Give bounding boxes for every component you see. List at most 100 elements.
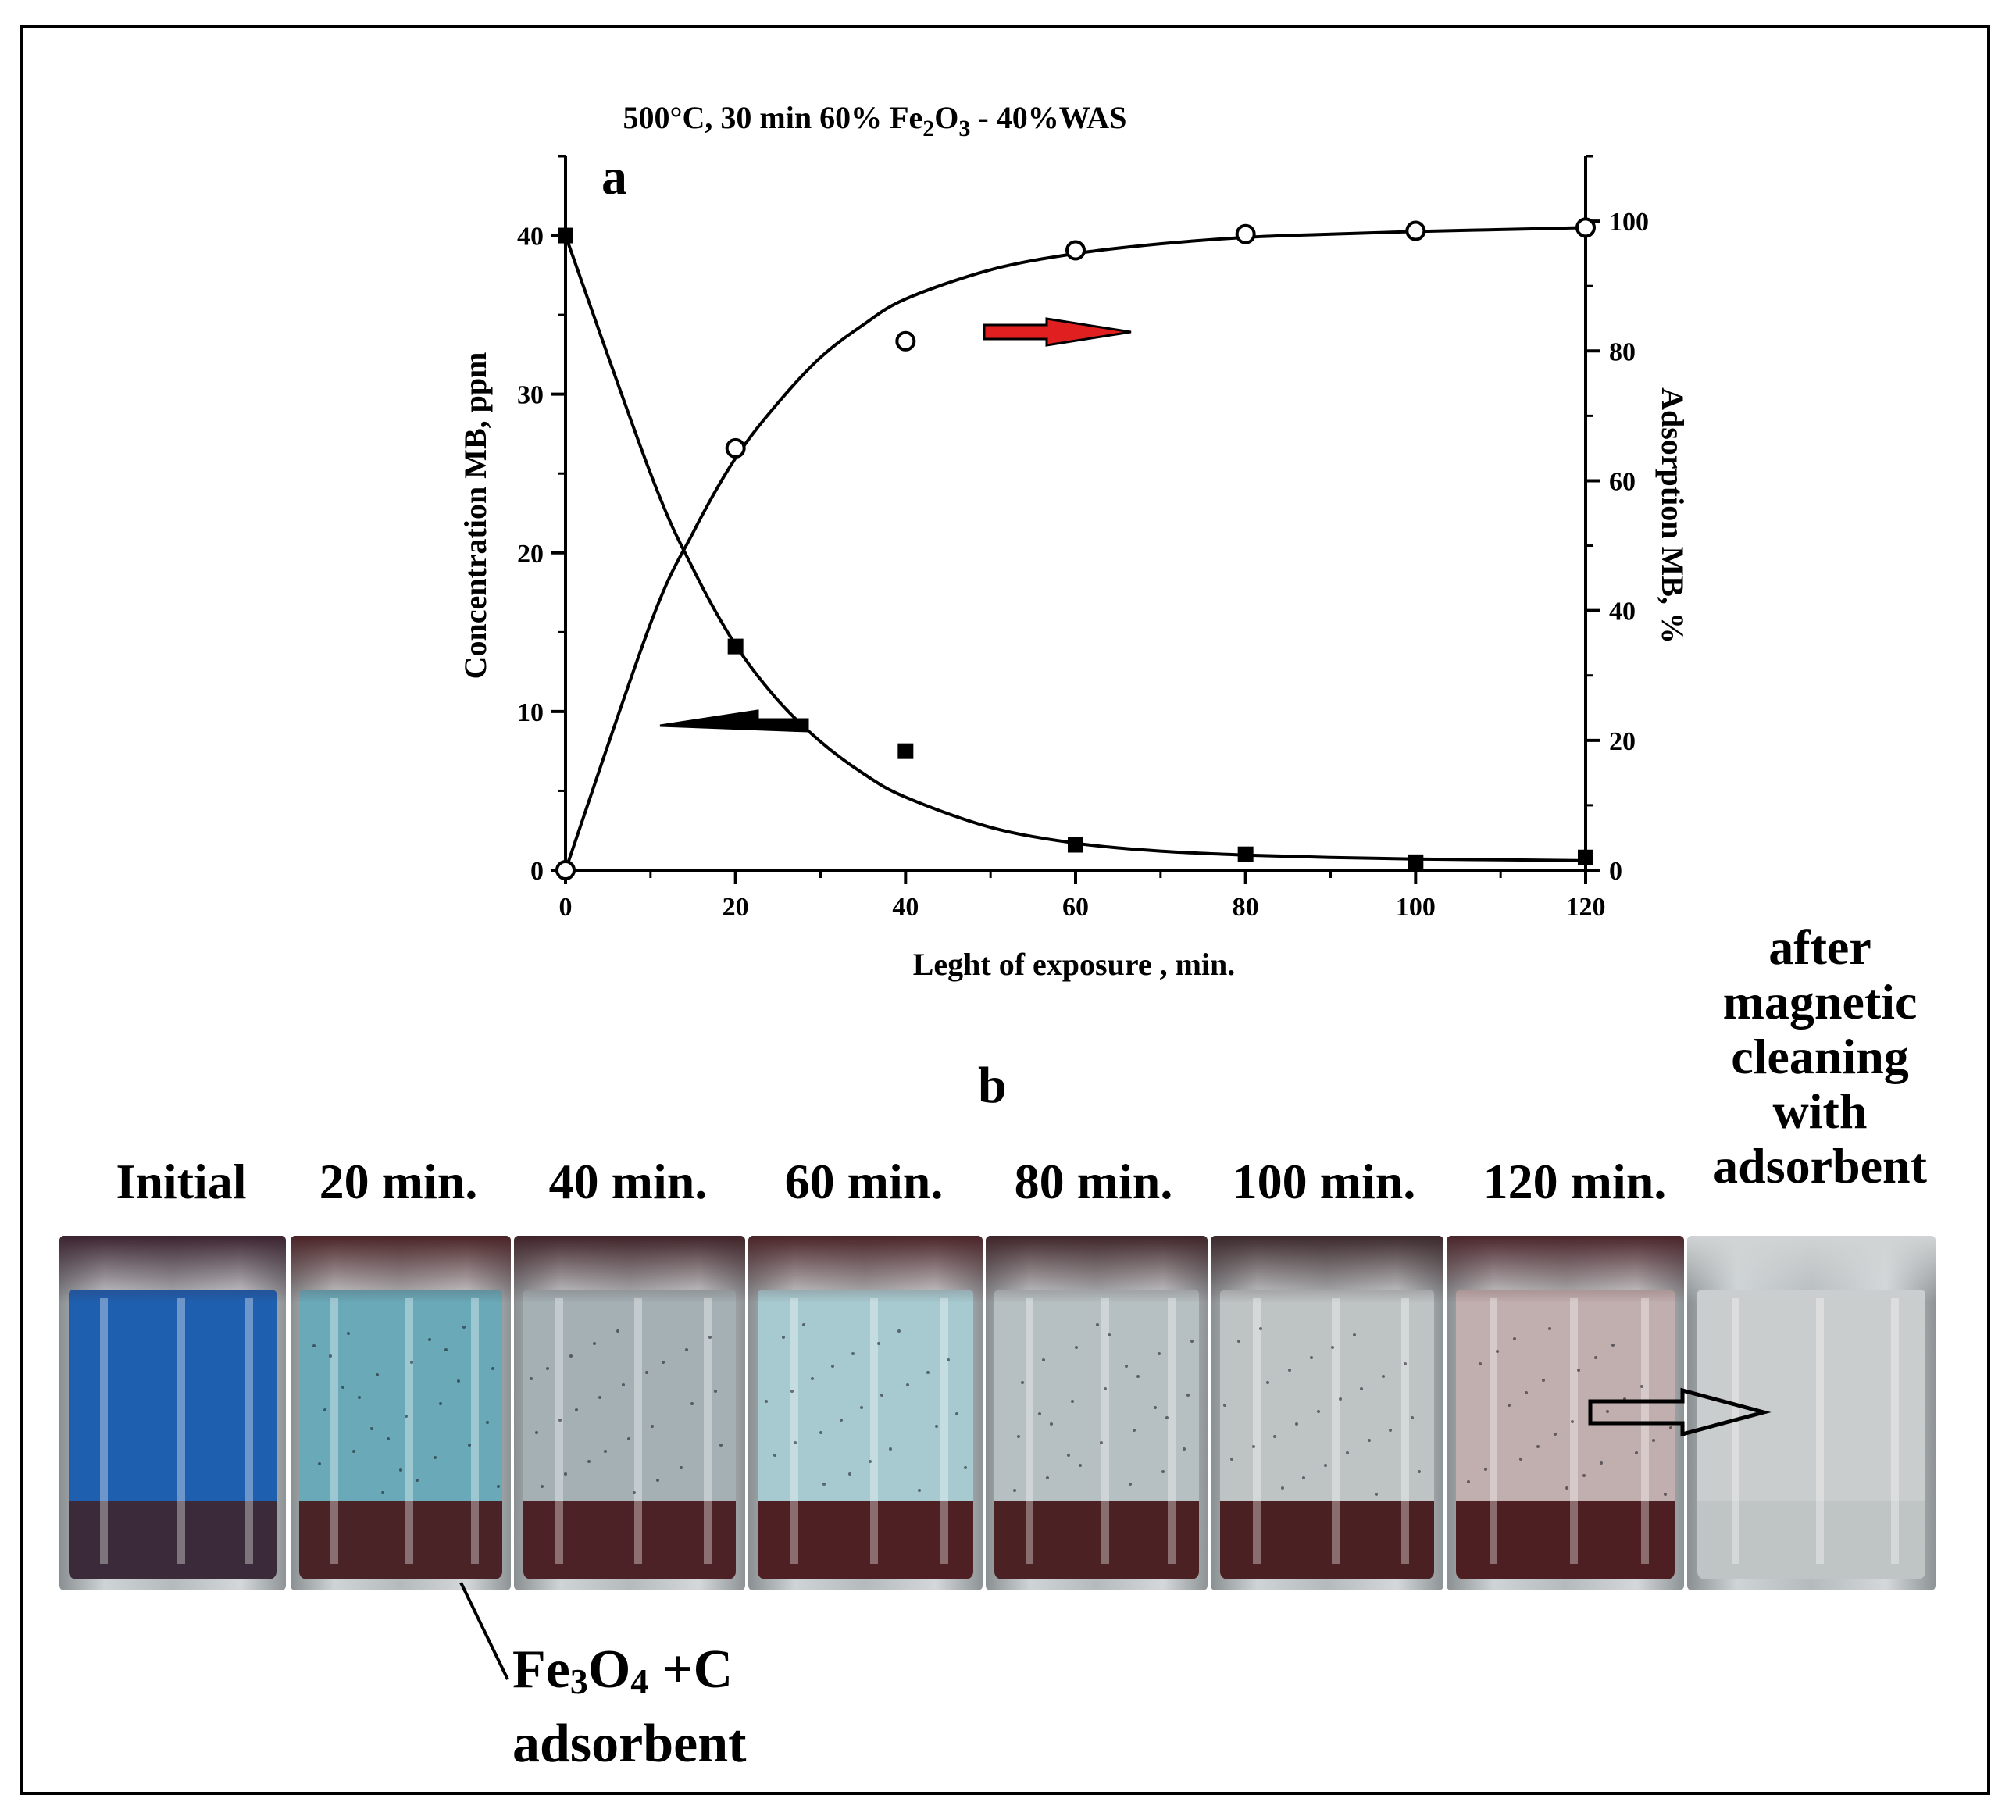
adsorbent-particle [1223,1404,1226,1407]
data-points [555,217,1596,880]
vial-time-label: 40 min. [548,1154,708,1209]
panel-a-letter: a [601,148,627,205]
adsorbent-particle [1513,1337,1516,1340]
fit-curves [564,226,1586,871]
adsorbent-particle [1133,1429,1136,1432]
adsorbent-particle [535,1431,538,1434]
adsorbent-particle [1288,1369,1291,1372]
adsorbent-particle [1418,1470,1421,1473]
vial-glare [1732,1298,1740,1564]
adsorbent-particle [318,1462,321,1465]
adsorbent-particle [794,1441,797,1444]
adsorbent-particle [627,1437,630,1440]
adsorbent-particle [410,1361,413,1364]
vial-neck [291,1236,511,1303]
adsorbent-particle [773,1454,776,1457]
y-right-axis-label: Adsorption MB, % [1655,387,1690,644]
vial-time-label: 120 min. [1483,1154,1667,1209]
adsorbent-particle [708,1336,712,1339]
vial-sediment [1697,1501,1926,1579]
adsorbent-particle [782,1336,785,1339]
adsorbent-particle [405,1415,408,1418]
x-tick-label: 40 [892,893,919,922]
adsorbent-particle [1317,1410,1320,1413]
adsorbent-particle [1310,1356,1313,1359]
adsorbent-particle [719,1444,723,1447]
vial-glare [244,1298,253,1564]
y-left-tick-label: 10 [517,698,544,727]
vial-photo [986,1236,1208,1590]
vial-glare [1570,1298,1579,1564]
vial-photo [1211,1236,1443,1590]
adsorbent-particle [714,1390,717,1393]
adsorbent-particle [1129,1483,1132,1486]
adsorbent-particle [575,1408,578,1411]
adsorbent-particle [1467,1480,1470,1483]
y-right-tick-label: 40 [1609,598,1636,626]
adsorbent-particle [387,1437,390,1440]
vial-sediment [758,1501,973,1579]
adsorbent-particle [690,1402,694,1405]
x-tick-label: 60 [1062,893,1089,922]
vial-glare [790,1298,798,1564]
adsorbent-particle [918,1489,921,1492]
adsorbent-particle [347,1332,350,1335]
adsorbent-particle [593,1342,596,1345]
adsorption-point [1575,217,1596,238]
adsorbent-particle [558,1419,562,1422]
adsorbent-particle [341,1386,344,1389]
adsorbent-particle [1021,1381,1024,1384]
vial-glare [870,1298,878,1564]
adsorbent-particle [955,1412,958,1415]
chart-title: 500°C, 30 min 60% Fe2O3 - 40%WAS [623,100,1127,141]
adsorption-point [1235,223,1256,244]
adsorbent-particle [1635,1451,1638,1454]
adsorbent-particle [564,1472,567,1476]
adsorbent-particle [1136,1375,1140,1378]
adsorbent-particle [1281,1486,1284,1490]
adsorbent-particle [622,1383,625,1386]
x-tick-label: 120 [1566,893,1606,922]
adsorbent-particle [1548,1327,1551,1330]
vial-glare [633,1298,642,1564]
concentration-point [1408,854,1424,870]
adsorbent-particle [1577,1369,1580,1372]
y-right-tick-label: 100 [1609,208,1649,237]
adsorbent-particle [819,1431,822,1434]
adsorbent-particle [1165,1416,1169,1419]
adsorbent-particle [434,1456,437,1459]
adsorbent-particle [1664,1493,1667,1496]
adsorbent-particle [1542,1379,1545,1382]
adsorbent-particle [651,1425,654,1428]
adsorbent-particle [680,1466,683,1469]
concentration-point [1237,846,1254,862]
adsorbent-particle [312,1344,316,1347]
axis-arrows [659,317,1132,733]
figure-frame [20,25,1990,1795]
vial-time-label: 20 min. [319,1154,478,1209]
vial-photo [1447,1236,1684,1590]
adsorbent-particle [1079,1464,1082,1467]
vial-neck [1447,1236,1684,1303]
adsorbent-particle [802,1323,805,1326]
adsorbent-particle [1484,1468,1487,1471]
adsorbent-particle [1237,1340,1240,1343]
vial-glare [100,1298,109,1564]
adsorbent-particle [685,1348,688,1351]
vial-photo [1687,1236,1936,1590]
vial-glare [703,1298,712,1564]
adsorbent-particle [851,1352,855,1355]
adsorbent-particle [1554,1433,1557,1436]
vial-glare [330,1298,338,1564]
adsorbent-particle [1154,1406,1157,1409]
adsorbent-particle [1331,1346,1334,1349]
concentration-point [1578,849,1593,865]
x-tick-label: 80 [1233,893,1259,922]
adsorbent-particle [790,1390,794,1393]
after-label-line: with [1772,1083,1868,1139]
vial-photo-row [59,1236,1936,1590]
adsorbent-particle [1050,1422,1053,1426]
adsorption-point [725,437,746,459]
adsorbent-particle [462,1326,466,1329]
adsorbent-particle [633,1491,636,1494]
